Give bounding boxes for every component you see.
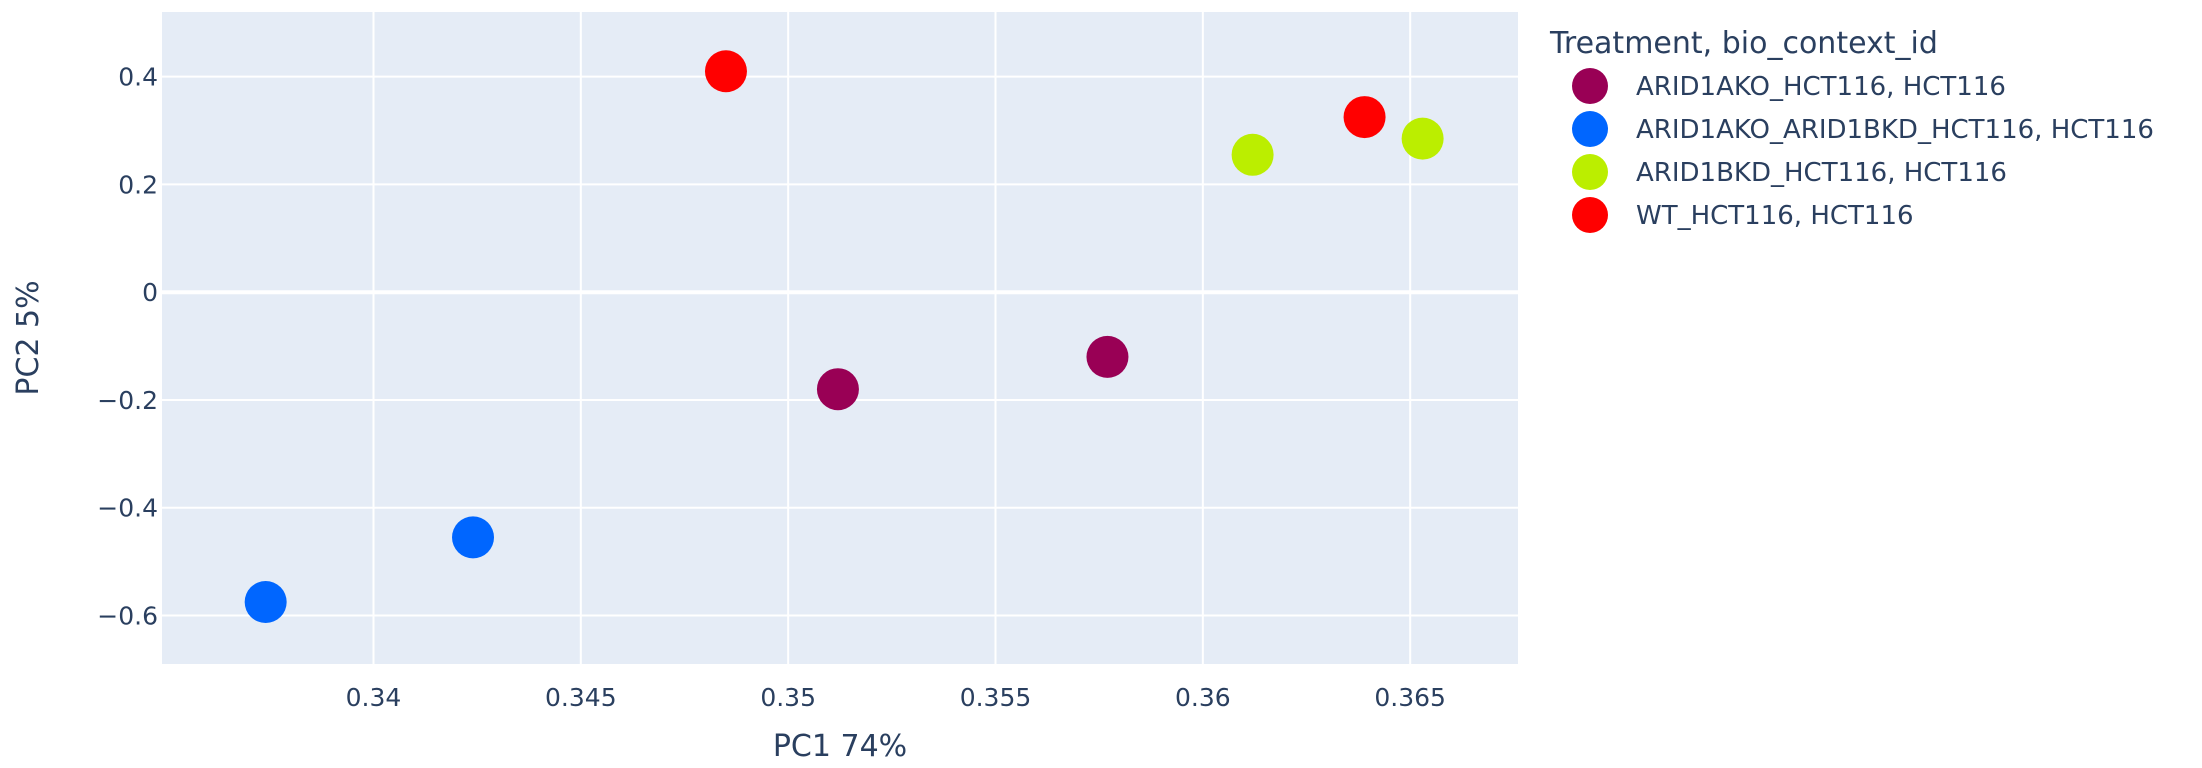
x-tick-label: 0.345: [545, 683, 617, 712]
data-point: [1401, 117, 1444, 160]
data-point: [816, 368, 859, 411]
y-axis-title: PC2 5%: [11, 280, 46, 395]
legend-label: ARID1AKO_ARID1BKD_HCT116, HCT116: [1636, 115, 2154, 145]
y-tick-label: 0.2: [118, 170, 158, 199]
y-tick-label: −0.4: [97, 494, 158, 523]
data-point: [1231, 133, 1274, 176]
y-tick-label: −0.2: [97, 386, 158, 415]
legend: Treatment, bio_context_id ARID1AKO_HCT11…: [1549, 26, 2154, 233]
legend-label: ARID1BKD_HCT116, HCT116: [1636, 158, 2007, 188]
legend-label: ARID1AKO_HCT116, HCT116: [1636, 72, 2006, 102]
legend-title: Treatment, bio_context_id: [1549, 26, 1938, 61]
x-tick-label: 0.34: [346, 683, 402, 712]
data-point: [452, 516, 495, 559]
x-tick-label: 0.365: [1374, 683, 1446, 712]
data-point: [244, 581, 287, 624]
y-tick-label: 0.4: [118, 63, 158, 92]
x-axis-title: PC1 74%: [773, 729, 907, 764]
legend-marker: [1572, 154, 1608, 190]
data-point: [704, 50, 747, 93]
plot-background: [162, 12, 1518, 664]
x-tick-label: 0.36: [1175, 683, 1231, 712]
data-point: [1343, 96, 1386, 139]
x-tick-label: 0.355: [960, 683, 1032, 712]
data-points: [244, 50, 1444, 624]
data-point: [1086, 335, 1129, 378]
x-tick-label: 0.35: [760, 683, 816, 712]
legend-marker: [1572, 111, 1608, 147]
legend-marker: [1572, 197, 1608, 233]
y-tick-label: −0.6: [97, 602, 158, 631]
x-tick-labels: 0.34 0.345 0.35 0.355 0.36 0.365: [346, 683, 1446, 712]
legend-marker: [1572, 68, 1608, 104]
y-tick-labels: −0.6 −0.4 −0.2 0 0.2 0.4: [97, 63, 158, 631]
y-tick-label: 0: [142, 278, 158, 307]
legend-label: WT_HCT116, HCT116: [1636, 201, 1914, 231]
